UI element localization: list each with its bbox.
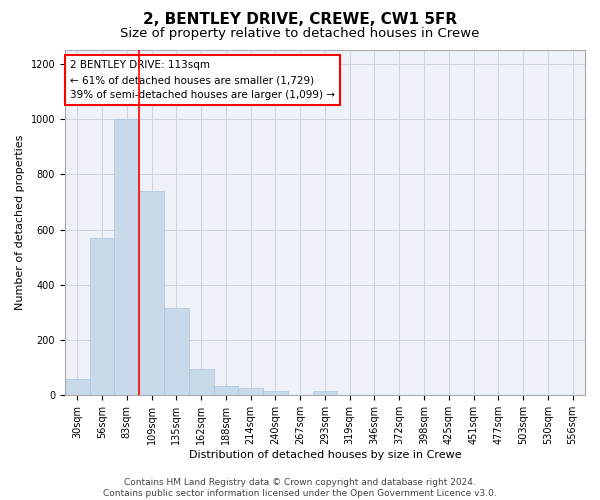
Text: 2 BENTLEY DRIVE: 113sqm
← 61% of detached houses are smaller (1,729)
39% of semi: 2 BENTLEY DRIVE: 113sqm ← 61% of detache… xyxy=(70,60,335,100)
Y-axis label: Number of detached properties: Number of detached properties xyxy=(15,135,25,310)
Bar xyxy=(263,391,288,396)
Bar xyxy=(189,369,214,396)
Bar xyxy=(139,191,164,396)
Bar xyxy=(214,386,238,396)
Text: Contains HM Land Registry data © Crown copyright and database right 2024.
Contai: Contains HM Land Registry data © Crown c… xyxy=(103,478,497,498)
X-axis label: Distribution of detached houses by size in Crewe: Distribution of detached houses by size … xyxy=(188,450,461,460)
Bar xyxy=(89,238,115,396)
Bar xyxy=(238,388,263,396)
Text: 2, BENTLEY DRIVE, CREWE, CW1 5FR: 2, BENTLEY DRIVE, CREWE, CW1 5FR xyxy=(143,12,457,28)
Bar xyxy=(313,391,337,396)
Bar xyxy=(164,308,189,396)
Bar xyxy=(115,119,139,396)
Bar xyxy=(65,379,89,396)
Text: Size of property relative to detached houses in Crewe: Size of property relative to detached ho… xyxy=(121,28,479,40)
